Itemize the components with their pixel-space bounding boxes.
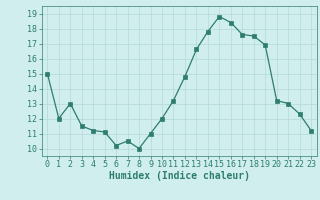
- X-axis label: Humidex (Indice chaleur): Humidex (Indice chaleur): [109, 171, 250, 181]
